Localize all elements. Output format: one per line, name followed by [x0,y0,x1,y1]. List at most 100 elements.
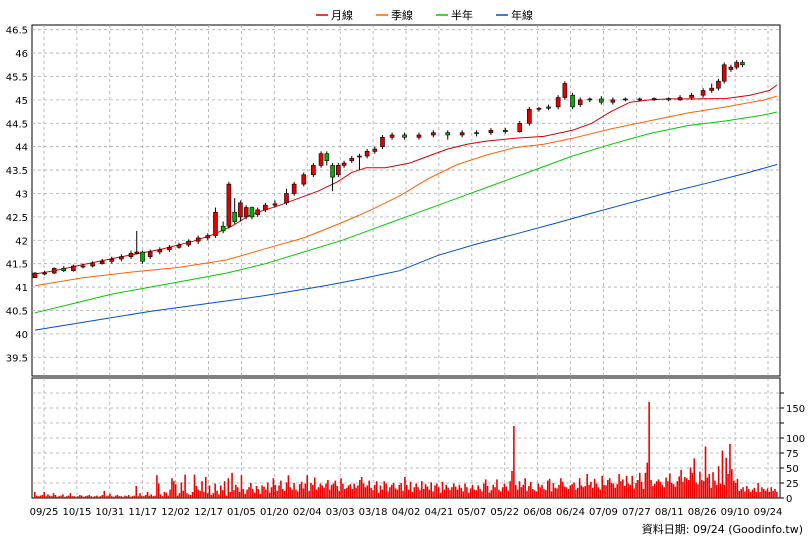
volume-bar [250,483,252,498]
candle-body [517,122,523,133]
volume-bar [231,472,233,498]
candle-body [357,155,362,158]
volume-bar [126,496,128,498]
date-tick-label: 03/03 [326,507,355,518]
price-tick-label: 39.5 [6,353,28,364]
volume-tick-label: 0 [786,494,792,505]
legend-label: 季線 [391,8,413,22]
volume-bar [127,495,130,498]
volume-bar [349,484,352,498]
volume-bar [400,483,402,498]
date-tick-label: 08/11 [655,507,684,518]
volume-bar [631,475,634,498]
volume-bar [661,484,664,498]
volume-bar [122,496,124,498]
volume-bar [563,486,566,498]
candle-body [740,62,745,66]
candle-body [263,204,268,211]
volume-bar [706,477,709,498]
volume-bar [238,492,241,498]
volume-bar [612,483,615,498]
volume-bar [729,444,731,498]
volume-bar [616,484,619,498]
volume-bar [298,484,301,498]
volume-bar [291,489,293,498]
date-tick-label: 06/24 [556,507,585,518]
candle-body [721,64,727,82]
volume-bar [428,489,431,498]
volume-bar [345,487,348,498]
volume-bar [430,482,433,498]
candle-body [587,98,593,101]
volume-bar [248,487,250,498]
volume-bar [691,472,694,498]
legend-item-half-year: 半年 [436,8,473,22]
volume-bar [712,472,714,498]
volume-bar [88,495,91,498]
volume-bar [560,478,562,498]
volume-bar [469,488,472,498]
volume-bar [407,489,410,498]
candle-body [570,94,575,108]
volume-bar [479,489,481,498]
volume-bar [146,492,149,498]
volume-bar [511,471,513,498]
volume-bar [402,490,404,498]
volume-bar [753,487,756,498]
volume-bar [439,492,442,498]
date-tick-label: 01/05 [227,507,256,518]
volume-bar [336,486,339,498]
date-tick-label: 04/02 [392,507,421,518]
volume-bar [764,490,767,498]
volume-bar [229,492,231,498]
volume-bar [541,484,543,498]
volume-bar [499,491,502,498]
volume-bar [633,488,635,498]
date-tick-label: 05/22 [490,507,519,518]
volume-bar [462,491,464,498]
volume-bar [567,489,570,498]
volume-bar [757,483,759,498]
volume-bar [223,481,226,498]
volume-bar [494,487,496,498]
date-tick-label: 11/17 [128,507,157,518]
volume-bar [528,486,530,498]
candle-body [380,137,385,147]
volume-bar [676,481,679,498]
volume-bar [488,492,491,498]
price-tick-label: 41.5 [6,260,28,271]
volume-bar [481,491,483,498]
volume-tick-label: 50 [786,464,799,475]
volume-bar [201,481,203,498]
legend-label: 半年 [451,8,473,22]
candle-body [176,244,182,248]
volume-bar [135,486,138,498]
volume-bar [144,495,147,498]
ma-line [34,164,778,331]
price-tick-label: 43 [15,189,28,200]
volume-bar [723,484,726,498]
volume-bar [304,483,307,498]
volume-bar [392,483,395,498]
volume-bar [116,495,119,498]
price-tick-label: 42.5 [6,213,28,224]
volume-bar [389,487,391,498]
price-tick-label: 40.5 [6,306,28,317]
candle-body [389,134,395,138]
candle-body [728,66,734,70]
price-tick-label: 46.5 [6,26,28,37]
volume-bar [464,483,466,498]
volume-bar [259,493,262,498]
volume-bar [584,486,587,498]
volume-bar [597,487,600,498]
date-tick-label: 12/17 [194,507,223,518]
volume-bar [257,489,260,498]
volume-bar [483,483,485,498]
volume-bar [174,484,177,498]
volume-bar [64,496,66,498]
volume-bar [235,484,237,498]
volume-bar [208,485,211,498]
candle-body [301,174,307,185]
candle-body [157,249,163,253]
volume-bar [445,484,448,498]
